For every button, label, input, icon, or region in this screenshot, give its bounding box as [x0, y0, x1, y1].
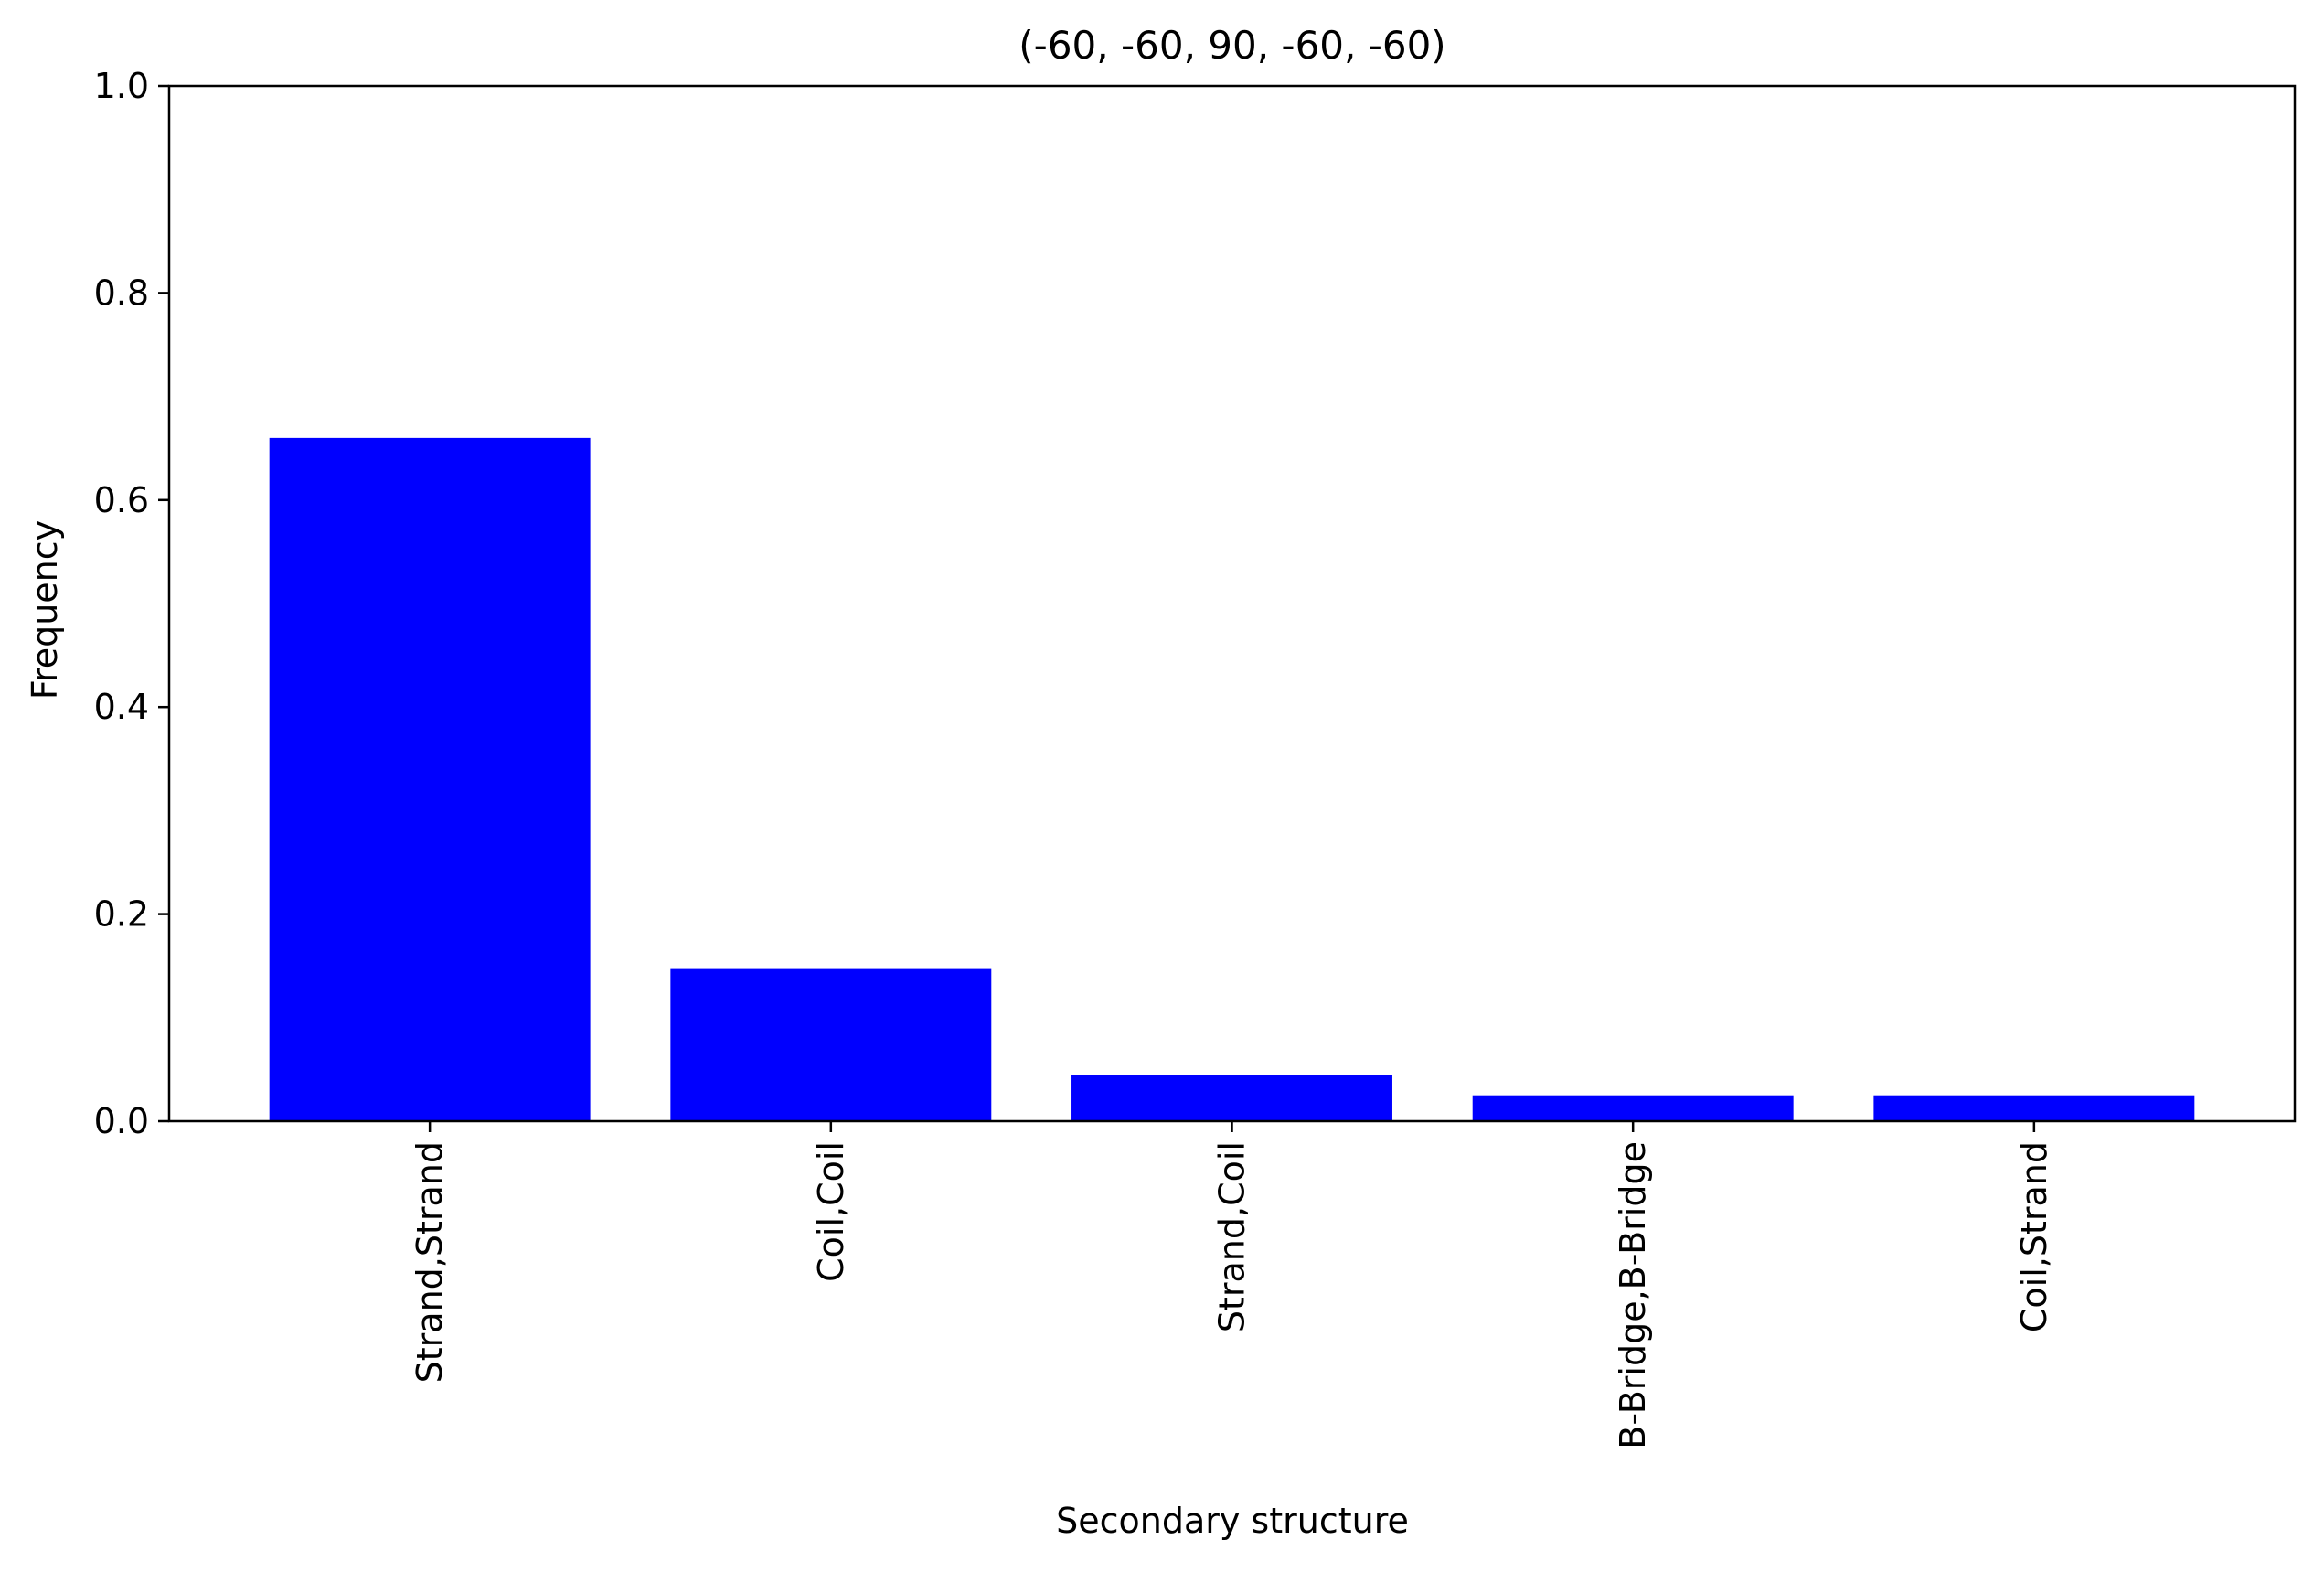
y-axis-label: Frequency — [25, 520, 65, 700]
bar-2 — [1071, 1075, 1392, 1121]
plot-frame — [167, 84, 2297, 1123]
y-tick-label-4: 0.8 — [94, 273, 149, 313]
bar-1 — [670, 968, 992, 1121]
chart-title: (-60, -60, 90, -60, -60) — [1018, 23, 1445, 68]
y-tick-label-1: 0.2 — [94, 894, 149, 935]
y-tick-label-2: 0.4 — [94, 687, 149, 727]
y-tick-label-0: 0.0 — [94, 1101, 149, 1141]
y-tick-label-3: 0.6 — [94, 480, 149, 520]
x-tick-label-0: Strand,Strand — [410, 1141, 450, 1383]
bars-layer — [269, 437, 2195, 1121]
bar-0 — [269, 437, 591, 1121]
y-tick-label-5: 1.0 — [94, 66, 149, 106]
x-tick-label-4: Coil,Strand — [2014, 1141, 2054, 1332]
bar-3 — [1472, 1095, 1794, 1121]
x-tick-label-2: Strand,Coil — [1212, 1141, 1253, 1332]
x-tick-label-3: B-Bridge,B-Bridge — [1613, 1141, 1653, 1449]
bar-4 — [1873, 1095, 2195, 1121]
y-axis-ticks: 0.0 0.2 0.4 0.6 0.8 1.0 — [94, 66, 169, 1141]
x-axis-ticks: Strand,Strand Coil,Coil Strand,Coil B-Bridg… — [410, 1121, 2054, 1449]
x-axis-label: Secondary structure — [1056, 1501, 1409, 1541]
x-tick-label-1: Coil,Coil — [811, 1141, 851, 1282]
